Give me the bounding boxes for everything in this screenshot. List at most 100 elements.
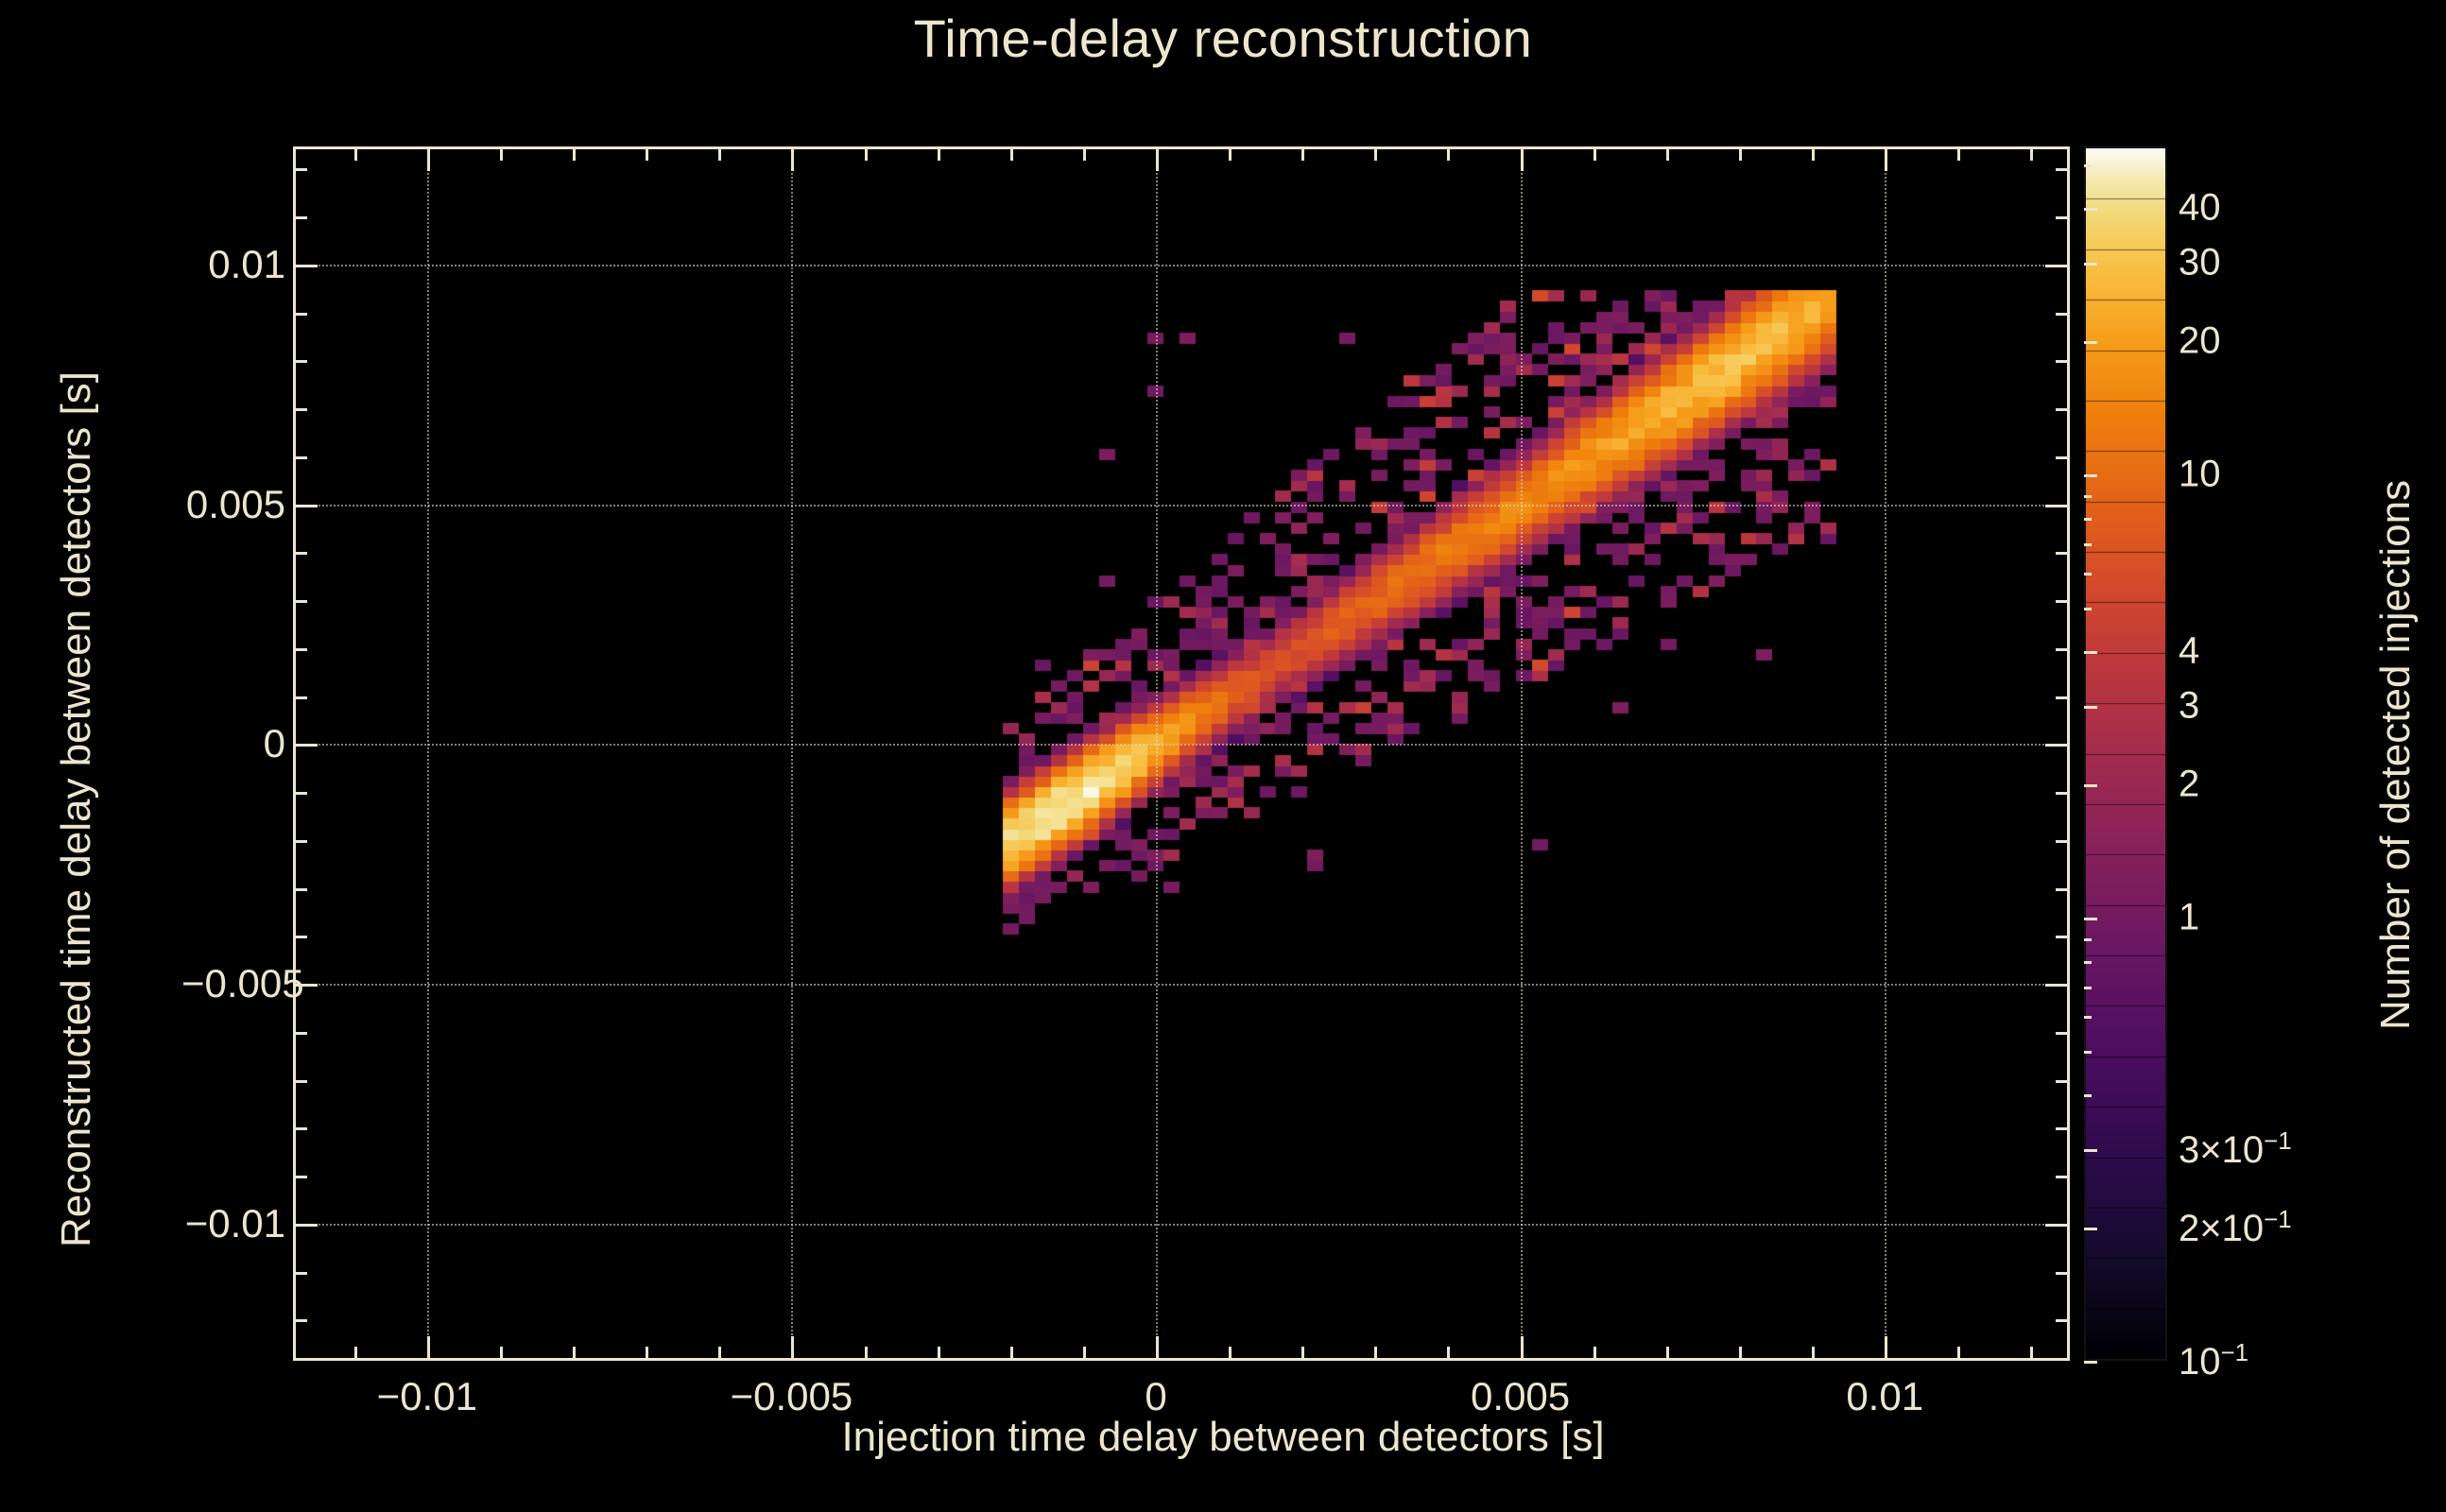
x-tick-top [1665, 146, 1669, 161]
y-tick-right [2045, 264, 2070, 267]
x-tick-bottom [718, 1347, 722, 1361]
x-tick-bottom [1520, 1336, 1524, 1361]
x-tick-bottom [1665, 1347, 1669, 1361]
x-tick-bottom [1738, 1347, 1742, 1361]
x-tick-top [718, 146, 722, 161]
colorbar [2084, 146, 2167, 1361]
y-tick-left [293, 455, 307, 459]
colorbar-tick-label: 30 [2179, 241, 2221, 284]
x-tick-bottom [1156, 1336, 1159, 1361]
x-tick-bottom [353, 1347, 357, 1361]
x-tick-label: −0.01 [376, 1374, 477, 1418]
colorbar-tick [2084, 1149, 2097, 1153]
y-tick-left [293, 1079, 307, 1083]
x-tick-label: 0.01 [1846, 1374, 1924, 1418]
y-tick-right [2056, 216, 2070, 220]
colorbar-minor-tick [2084, 960, 2092, 964]
y-tick-left [293, 696, 307, 699]
y-tick-left [293, 1127, 307, 1131]
x-tick-bottom [573, 1347, 577, 1361]
colorbar-minor-tick [2084, 573, 2092, 576]
y-tick-left [293, 936, 307, 939]
x-tick-label: 0 [1145, 1374, 1167, 1418]
y-tick-right [2056, 696, 2070, 699]
grid-line-horizontal [296, 984, 2067, 987]
colorbar-minor-tick [2084, 494, 2092, 498]
grid-line-vertical [1520, 149, 1523, 1358]
grid-line-horizontal [296, 1223, 2067, 1226]
x-tick-bottom [1229, 1347, 1232, 1361]
y-tick-label: −0.005 [181, 961, 304, 1006]
y-tick-left [293, 168, 307, 172]
colorbar-tick-label: 3 [2179, 684, 2200, 727]
x-tick-top [791, 146, 795, 171]
x-tick-bottom [1082, 1347, 1086, 1361]
colorbar-tick-label: 1 [2179, 896, 2200, 938]
x-tick-top [1593, 146, 1596, 161]
x-tick-bottom [646, 1347, 649, 1361]
x-tick-top [1301, 146, 1305, 161]
y-tick-right [2056, 839, 2070, 843]
y-tick-right [2056, 1079, 2070, 1083]
y-tick-right [2056, 455, 2070, 459]
plot-frame [293, 146, 2070, 1361]
colorbar-minor-tick [2084, 542, 2092, 546]
y-tick-left [293, 1271, 307, 1275]
grid-line-vertical [1885, 149, 1887, 1358]
heatmap-canvas [296, 149, 2067, 1358]
y-tick-right [2056, 360, 2070, 364]
y-tick-left [293, 744, 318, 747]
x-tick-top [646, 146, 649, 161]
x-tick-bottom [1301, 1347, 1305, 1361]
y-tick-right [2056, 1031, 2070, 1035]
x-tick-top [1082, 146, 1086, 161]
colorbar-tick [2084, 1361, 2097, 1364]
y-tick-left [293, 887, 307, 891]
colorbar-minor-tick [2084, 1093, 2092, 1097]
x-tick-bottom [1374, 1347, 1378, 1361]
y-tick-left [293, 360, 307, 364]
y-tick-left [293, 408, 307, 412]
y-tick-left [293, 647, 307, 651]
colorbar-minor-tick [2084, 986, 2092, 989]
x-tick-top [1812, 146, 1816, 161]
colorbar-tick-label: 2 [2179, 763, 2200, 805]
x-tick-top [2030, 146, 2034, 161]
colorbar-minor-tick [2084, 1051, 2092, 1055]
y-tick-left [293, 984, 318, 988]
x-tick-bottom [937, 1347, 940, 1361]
colorbar-tick-label: 2×10−1 [2179, 1204, 2292, 1249]
x-tick-bottom [426, 1336, 430, 1361]
x-tick-top [1957, 146, 1961, 161]
colorbar-tick-label: 10−1 [2179, 1337, 2249, 1383]
colorbar-tick-label: 4 [2179, 629, 2200, 672]
x-tick-bottom [1593, 1347, 1596, 1361]
x-tick-top [426, 146, 430, 171]
colorbar-tick-label: 10 [2179, 453, 2221, 495]
y-tick-right [2056, 647, 2070, 651]
y-tick-right [2056, 168, 2070, 172]
y-tick-right [2056, 1127, 2070, 1131]
y-tick-right [2045, 504, 2070, 507]
colorbar-tick [2084, 783, 2097, 787]
x-tick-top [1738, 146, 1742, 161]
y-tick-right [2045, 744, 2070, 747]
x-tick-bottom [791, 1336, 795, 1361]
y-tick-label: 0.01 [208, 241, 285, 286]
y-tick-label: 0 [263, 721, 285, 766]
x-tick-top [864, 146, 868, 161]
y-tick-left [293, 264, 318, 267]
grid-line-vertical [426, 149, 429, 1358]
colorbar-minor-tick [2084, 937, 2092, 941]
y-tick-label: 0.005 [185, 481, 285, 526]
colorbar-tick [2084, 341, 2097, 344]
x-tick-top [1156, 146, 1159, 171]
page-title: Time-delay reconstruction [913, 9, 1533, 68]
x-tick-bottom [1957, 1347, 1961, 1361]
colorbar-tick [2084, 207, 2097, 211]
x-tick-bottom [2030, 1347, 2034, 1361]
colorbar-minor-tick [2084, 164, 2092, 168]
colorbar-title: Number of detected injections [2372, 479, 2419, 1030]
colorbar-tick [2084, 650, 2097, 654]
